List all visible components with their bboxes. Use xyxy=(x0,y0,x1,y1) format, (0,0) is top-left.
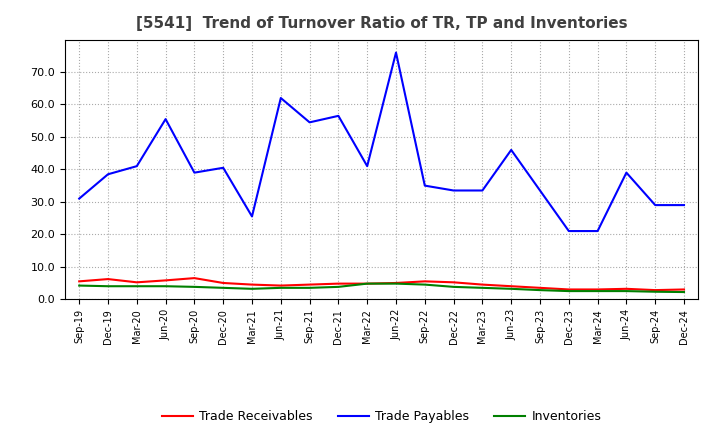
Trade Payables xyxy=(276,95,285,101)
Trade Receivables xyxy=(219,280,228,286)
Trade Payables xyxy=(132,164,141,169)
Line: Trade Payables: Trade Payables xyxy=(79,52,684,231)
Trade Receivables xyxy=(248,282,256,287)
Trade Payables xyxy=(420,183,429,188)
Trade Receivables xyxy=(104,276,112,282)
Trade Receivables xyxy=(449,280,458,285)
Inventories xyxy=(161,284,170,289)
Trade Receivables xyxy=(392,280,400,286)
Inventories xyxy=(363,281,372,286)
Trade Receivables xyxy=(680,287,688,292)
Line: Inventories: Inventories xyxy=(79,284,684,292)
Legend: Trade Receivables, Trade Payables, Inventories: Trade Receivables, Trade Payables, Inven… xyxy=(157,405,606,428)
Trade Payables xyxy=(305,120,314,125)
Inventories xyxy=(334,284,343,290)
Trade Payables xyxy=(248,214,256,219)
Inventories xyxy=(75,283,84,288)
Inventories xyxy=(651,289,660,294)
Inventories xyxy=(507,286,516,291)
Inventories xyxy=(392,281,400,286)
Inventories xyxy=(449,284,458,290)
Trade Payables xyxy=(449,188,458,193)
Trade Receivables xyxy=(478,282,487,287)
Trade Receivables xyxy=(507,284,516,289)
Trade Receivables xyxy=(622,286,631,291)
Trade Payables xyxy=(219,165,228,170)
Trade Payables xyxy=(334,113,343,118)
Trade Payables xyxy=(536,188,544,193)
Trade Payables xyxy=(161,117,170,122)
Inventories xyxy=(276,285,285,290)
Trade Receivables xyxy=(651,287,660,293)
Inventories xyxy=(680,290,688,295)
Trade Payables xyxy=(363,164,372,169)
Inventories xyxy=(132,284,141,289)
Trade Receivables xyxy=(564,287,573,292)
Trade Receivables xyxy=(161,278,170,283)
Trade Payables xyxy=(564,228,573,234)
Inventories xyxy=(536,287,544,293)
Trade Payables xyxy=(593,228,602,234)
Inventories xyxy=(478,285,487,290)
Trade Payables xyxy=(75,196,84,201)
Inventories xyxy=(248,286,256,291)
Inventories xyxy=(219,285,228,290)
Trade Receivables xyxy=(132,280,141,285)
Inventories xyxy=(564,289,573,294)
Inventories xyxy=(305,285,314,290)
Trade Receivables xyxy=(363,281,372,286)
Trade Payables xyxy=(651,202,660,208)
Trade Receivables xyxy=(75,279,84,284)
Trade Payables xyxy=(622,170,631,175)
Inventories xyxy=(593,289,602,294)
Line: Trade Receivables: Trade Receivables xyxy=(79,278,684,290)
Trade Payables xyxy=(478,188,487,193)
Inventories xyxy=(104,284,112,289)
Title: [5541]  Trend of Turnover Ratio of TR, TP and Inventories: [5541] Trend of Turnover Ratio of TR, TP… xyxy=(136,16,627,32)
Trade Payables xyxy=(680,202,688,208)
Inventories xyxy=(622,289,631,294)
Inventories xyxy=(190,284,199,290)
Inventories xyxy=(420,282,429,287)
Trade Receivables xyxy=(276,283,285,288)
Trade Receivables xyxy=(593,287,602,292)
Trade Receivables xyxy=(305,282,314,287)
Trade Payables xyxy=(507,147,516,153)
Trade Payables xyxy=(190,170,199,175)
Trade Payables xyxy=(104,172,112,177)
Trade Payables xyxy=(392,50,400,55)
Trade Receivables xyxy=(334,281,343,286)
Trade Receivables xyxy=(190,275,199,281)
Trade Receivables xyxy=(420,279,429,284)
Trade Receivables xyxy=(536,285,544,290)
